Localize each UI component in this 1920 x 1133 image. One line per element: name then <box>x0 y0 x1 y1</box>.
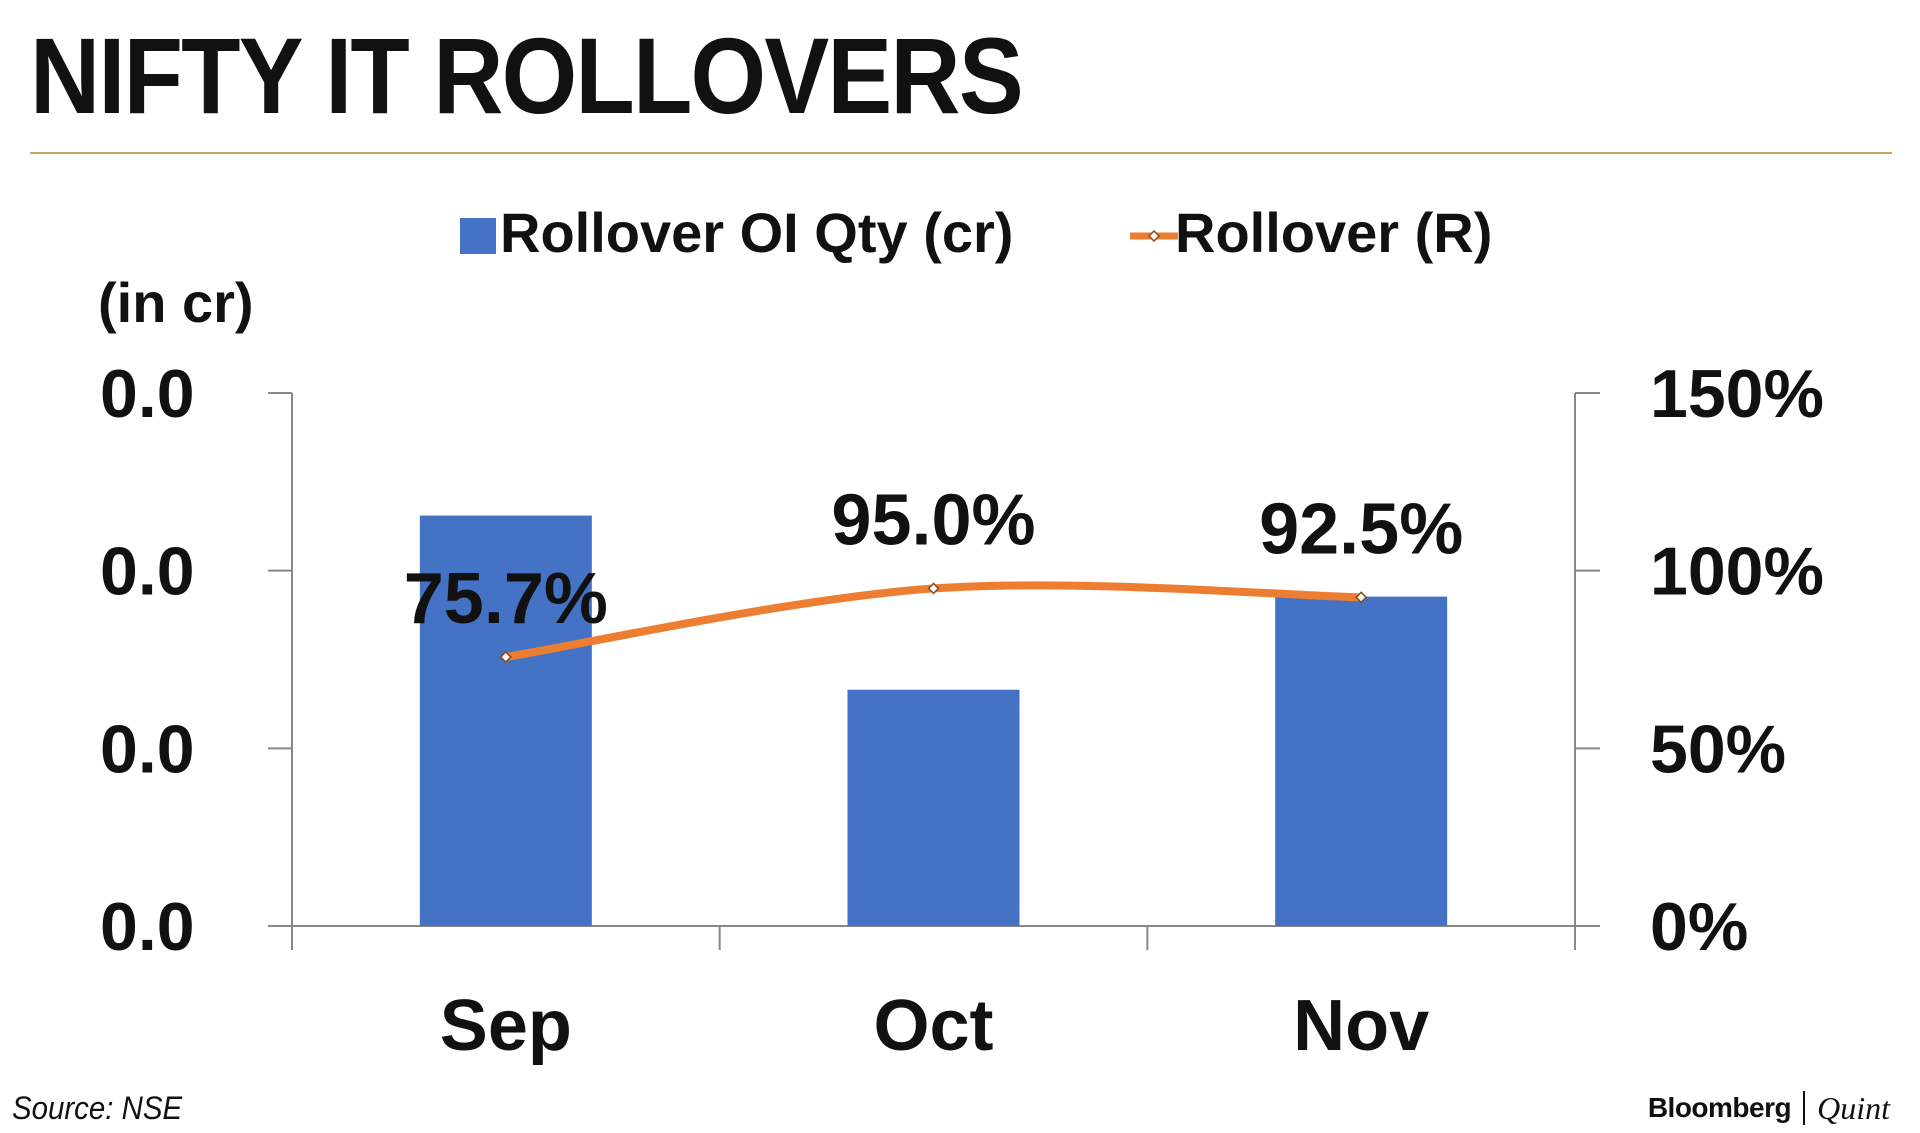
line-point-nov <box>1355 591 1368 604</box>
legend-swatch-marker <box>1147 229 1161 243</box>
data-label-oct: 95.0% <box>831 480 1035 560</box>
title-divider <box>30 152 1892 154</box>
right-axis-tick-label: 50% <box>1650 711 1786 787</box>
brand-logo: Bloomberg Quint <box>1648 1088 1890 1128</box>
brand-bloomberg: Bloomberg <box>1647 1092 1792 1123</box>
bar-oct <box>847 689 1020 926</box>
category-labels: Sep Oct Nov <box>440 986 1429 1066</box>
line-point-oct <box>927 582 940 595</box>
right-axis-tick-label: 0% <box>1650 889 1748 965</box>
left-axis-tick-label: 0.0 <box>100 711 195 787</box>
line-point-sep <box>499 650 512 664</box>
line-series <box>499 581 1368 664</box>
data-labels: 75.7% 95.0% 92.5% <box>404 480 1463 639</box>
source-note: Source: NSE <box>12 1090 183 1126</box>
left-axis-tick-label: 0.0 <box>100 534 195 610</box>
bar-nov <box>1275 596 1448 926</box>
legend: Rollover OI Qty (cr) Rollover (R) <box>460 201 1492 264</box>
brand-quint: Quint <box>1817 1089 1890 1126</box>
data-label-sep: 75.7% <box>404 559 608 639</box>
bar-sep <box>419 515 592 926</box>
chart-title: NIFTY IT ROLLOVERS <box>30 15 1024 136</box>
right-axis-tick-label: 100% <box>1650 534 1824 610</box>
rollover-line <box>501 581 1366 662</box>
category-label-nov: Nov <box>1293 986 1429 1066</box>
brand-divider <box>1803 1091 1806 1125</box>
data-label-nov: 92.5% <box>1259 489 1463 569</box>
legend-swatch-bar <box>460 218 496 254</box>
legend-label-line: Rollover (R) <box>1175 201 1492 264</box>
left-axis-tick-label: 0.0 <box>100 356 195 432</box>
tick-labels: 0.0 0% 0.0 50% 0.0 100% 0.0 150% <box>100 356 1824 965</box>
left-axis-tick-label: 0.0 <box>100 889 195 965</box>
category-label-sep: Sep <box>440 986 572 1066</box>
bar-series <box>419 515 1448 926</box>
right-axis-tick-label: 150% <box>1650 356 1824 432</box>
legend-label-bar: Rollover OI Qty (cr) <box>500 201 1013 264</box>
left-axis-unit-label: (in cr) <box>98 271 254 334</box>
category-label-oct: Oct <box>873 986 993 1066</box>
